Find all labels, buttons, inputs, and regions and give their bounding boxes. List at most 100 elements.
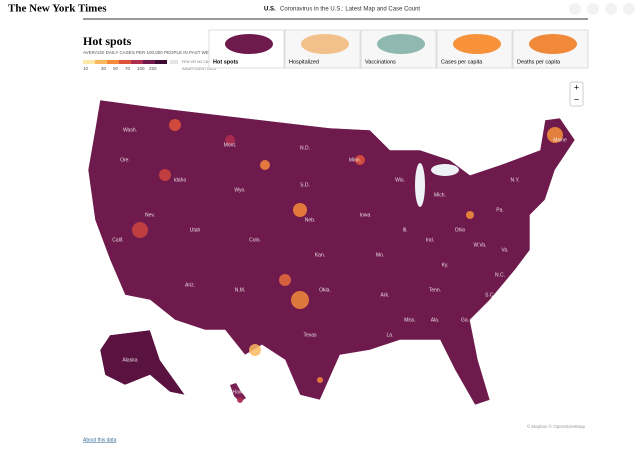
state-label: Texas (303, 332, 317, 338)
state-label: S.D. (300, 182, 310, 188)
state-label: N.D. (300, 145, 310, 151)
state-label: Ky. (442, 262, 449, 268)
map-title: Hot spots (83, 34, 132, 48)
legend-swatch (95, 60, 107, 64)
legend-label: 250 (149, 66, 157, 71)
logo[interactable]: The New York Times (8, 3, 107, 15)
hotspots (132, 119, 563, 403)
state-label: N.M. (235, 287, 246, 293)
state-label: Mich. (434, 192, 446, 198)
legend-label: 30 (101, 66, 107, 71)
hawaii (230, 383, 246, 402)
legend-label: 50 (113, 66, 119, 71)
legend-swatch (119, 60, 131, 64)
tabs: Hot spots Hospitalized Vaccinations Cases p… (208, 29, 589, 69)
state-label: Neb. (305, 217, 316, 223)
state-label: Pa. (496, 207, 504, 213)
state-label: Calif. (112, 237, 123, 243)
hotspot (249, 344, 261, 356)
tab-thumbnail (529, 34, 577, 54)
hotspot (169, 119, 181, 131)
state-label: Wyo. (234, 187, 245, 193)
legend-swatch (131, 60, 143, 64)
state-label: Idaho (174, 177, 187, 183)
tab-thumbnail (301, 34, 349, 54)
state-label: Okla. (319, 287, 331, 293)
whatsapp[interactable] (587, 3, 599, 15)
state-label: Ind. (426, 237, 434, 243)
attribution[interactable]: © Mapbox © OpenStreetMap (527, 423, 586, 429)
hotspot (293, 203, 307, 217)
tab-label[interactable]: Hospitalized (289, 59, 319, 65)
legend: 10 30 50 70 100 250 FEW OR NO CASES INSUFFICIEN… (83, 60, 217, 71)
state-label: Ohio (455, 227, 466, 233)
zoom-out[interactable]: − (574, 94, 579, 104)
headline: Coronavirus in the U.S.: Latest Map and … (280, 7, 420, 13)
hotspot (547, 127, 563, 143)
state-label: Kan. (315, 252, 325, 258)
legend-extra: INSUFFICIENT DATA (182, 67, 217, 71)
twitter[interactable] (605, 3, 617, 15)
state-label: Ark. (381, 292, 390, 298)
state-label: Alaska (122, 357, 137, 363)
tab-thumbnail (453, 34, 501, 54)
legend-swatch (83, 60, 95, 64)
state-label: Tenn. (429, 287, 441, 293)
state-label: Colo. (249, 237, 261, 243)
legend-label: 10 (83, 66, 89, 71)
state-label: Minn. (349, 157, 361, 163)
contiguous-us (87, 99, 576, 406)
legend-swatch (107, 60, 119, 64)
state-label: Ill. (403, 227, 408, 233)
tab-label[interactable]: Deaths per capita (517, 59, 561, 65)
state-label: N.Y. (510, 177, 519, 183)
hotspot (279, 274, 291, 286)
hotspot (466, 211, 474, 219)
state-label: Wis. (395, 177, 405, 183)
state-label: S.C. (485, 292, 495, 298)
state-label: N.C. (495, 272, 505, 278)
hotspot (317, 377, 323, 383)
zoom-box (569, 81, 584, 107)
hotspot (260, 160, 270, 170)
state-label: Mont. (224, 142, 237, 148)
tab-label[interactable]: Hot spots (213, 59, 238, 65)
section[interactable]: U.S. (264, 7, 276, 13)
legend-label: 70 (125, 66, 131, 71)
tab-label[interactable]: Cases per capita (441, 59, 483, 65)
email[interactable] (623, 3, 635, 15)
state-labels: Wash. Ore. Calif. Nev. Idaho Mont. Wyo. Utah Ari… (112, 127, 567, 395)
hotspot (291, 291, 309, 309)
legend-swatch (155, 60, 167, 64)
legend-extra: FEW OR NO CASES (182, 60, 216, 64)
zoom-in[interactable]: + (574, 82, 579, 92)
tab-thumbnail (377, 34, 425, 54)
about-link[interactable]: About this data (83, 437, 117, 443)
state-label: Utah (190, 227, 201, 233)
hotspot (132, 222, 148, 238)
tab-label[interactable]: Vaccinations (365, 59, 396, 65)
legend-swatch (143, 60, 155, 64)
state-label: Ore. (120, 157, 130, 163)
state-label: Mo. (376, 252, 384, 258)
state-label: Iowa (360, 212, 371, 218)
state-label: Wash. (123, 127, 137, 133)
lake (415, 163, 425, 207)
state-label: Fla. (486, 367, 494, 373)
legend-swatch (170, 60, 178, 64)
state-label: Ga. (461, 317, 469, 323)
state-label: W.Va. (474, 242, 487, 248)
map: Wash. Ore. Calif. Nev. Idaho Mont. Wyo. Utah Ari… (87, 99, 576, 406)
hotspot (355, 155, 365, 165)
state-label: Nev. (145, 212, 155, 218)
state-label: Va. (501, 247, 508, 253)
facebook[interactable] (569, 3, 581, 15)
social-icons (569, 3, 635, 15)
zoom-controls: + − (569, 81, 584, 107)
state-label: Maine (553, 137, 567, 143)
legend-label: 100 (137, 66, 145, 71)
state-label: Miss. (404, 317, 416, 323)
lake (431, 164, 459, 176)
